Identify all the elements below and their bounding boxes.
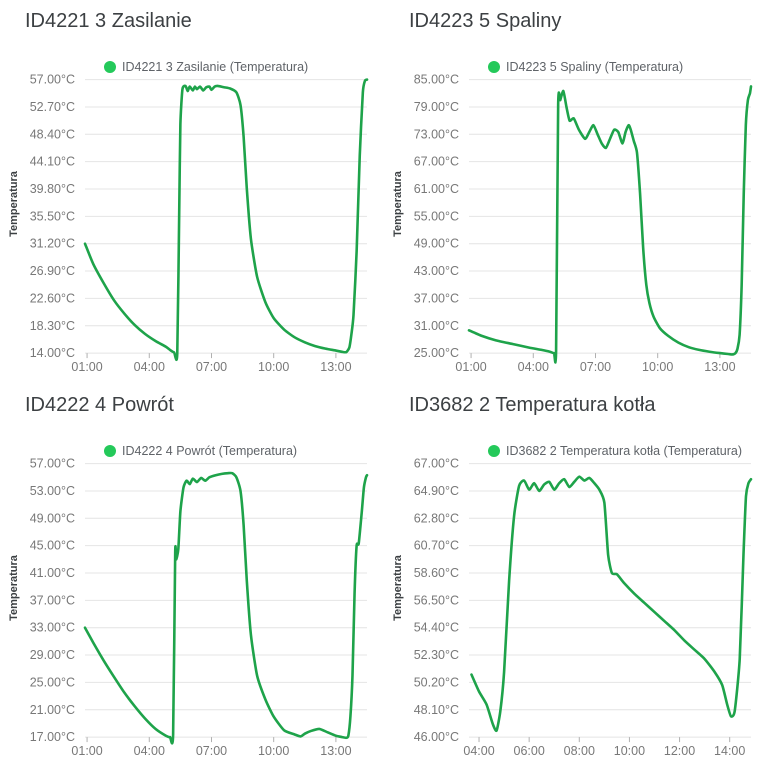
svg-text:60.70°C: 60.70°C (414, 539, 459, 553)
svg-text:62.80°C: 62.80°C (414, 511, 459, 525)
svg-text:57.00°C: 57.00°C (30, 73, 75, 87)
svg-text:10:00: 10:00 (642, 360, 673, 374)
svg-text:73.00°C: 73.00°C (414, 127, 459, 141)
svg-text:31.00°C: 31.00°C (414, 319, 459, 333)
svg-text:07:00: 07:00 (196, 744, 227, 758)
svg-text:52.30°C: 52.30°C (414, 648, 459, 662)
svg-text:67.00°C: 67.00°C (414, 457, 459, 471)
svg-text:35.50°C: 35.50°C (30, 209, 75, 223)
svg-text:33.00°C: 33.00°C (30, 621, 75, 635)
svg-text:01:00: 01:00 (71, 744, 102, 758)
svg-text:55.00°C: 55.00°C (414, 209, 459, 223)
svg-text:17.00°C: 17.00°C (30, 730, 75, 744)
svg-text:22.60°C: 22.60°C (30, 291, 75, 305)
svg-text:41.00°C: 41.00°C (30, 566, 75, 580)
svg-text:61.00°C: 61.00°C (414, 182, 459, 196)
svg-text:13:00: 13:00 (320, 360, 351, 374)
svg-text:48.10°C: 48.10°C (414, 703, 459, 717)
svg-text:29.00°C: 29.00°C (30, 648, 75, 662)
svg-text:13:00: 13:00 (320, 744, 351, 758)
svg-text:37.00°C: 37.00°C (30, 593, 75, 607)
svg-text:67.00°C: 67.00°C (414, 155, 459, 169)
svg-text:52.70°C: 52.70°C (30, 100, 75, 114)
svg-text:10:00: 10:00 (258, 360, 289, 374)
svg-text:79.00°C: 79.00°C (414, 100, 459, 114)
svg-text:04:00: 04:00 (134, 360, 165, 374)
svg-text:08:00: 08:00 (564, 744, 595, 758)
svg-text:58.60°C: 58.60°C (414, 566, 459, 580)
svg-text:50.20°C: 50.20°C (414, 675, 459, 689)
svg-text:04:00: 04:00 (463, 744, 494, 758)
svg-text:04:00: 04:00 (134, 744, 165, 758)
svg-text:21.00°C: 21.00°C (30, 703, 75, 717)
svg-text:48.40°C: 48.40°C (30, 127, 75, 141)
svg-text:01:00: 01:00 (455, 360, 486, 374)
svg-text:06:00: 06:00 (514, 744, 545, 758)
svg-text:04:00: 04:00 (518, 360, 549, 374)
svg-text:49.00°C: 49.00°C (30, 511, 75, 525)
svg-text:01:00: 01:00 (71, 360, 102, 374)
svg-text:14.00°C: 14.00°C (30, 346, 75, 360)
svg-text:53.00°C: 53.00°C (30, 484, 75, 498)
svg-text:46.00°C: 46.00°C (414, 730, 459, 744)
svg-text:45.00°C: 45.00°C (30, 539, 75, 553)
svg-text:39.80°C: 39.80°C (30, 182, 75, 196)
svg-text:37.00°C: 37.00°C (414, 291, 459, 305)
svg-text:13:00: 13:00 (704, 360, 735, 374)
svg-text:57.00°C: 57.00°C (30, 457, 75, 471)
svg-text:25.00°C: 25.00°C (414, 346, 459, 360)
svg-text:12:00: 12:00 (664, 744, 695, 758)
svg-text:07:00: 07:00 (196, 360, 227, 374)
svg-text:43.00°C: 43.00°C (414, 264, 459, 278)
svg-text:18.30°C: 18.30°C (30, 319, 75, 333)
svg-text:64.90°C: 64.90°C (414, 484, 459, 498)
svg-text:31.20°C: 31.20°C (30, 237, 75, 251)
svg-text:85.00°C: 85.00°C (414, 73, 459, 87)
svg-text:49.00°C: 49.00°C (414, 237, 459, 251)
svg-text:25.00°C: 25.00°C (30, 675, 75, 689)
svg-text:26.90°C: 26.90°C (30, 264, 75, 278)
svg-text:10:00: 10:00 (614, 744, 645, 758)
svg-text:44.10°C: 44.10°C (30, 155, 75, 169)
svg-text:07:00: 07:00 (580, 360, 611, 374)
svg-text:54.40°C: 54.40°C (414, 621, 459, 635)
svg-text:56.50°C: 56.50°C (414, 593, 459, 607)
svg-text:14:00: 14:00 (714, 744, 745, 758)
svg-text:10:00: 10:00 (258, 744, 289, 758)
